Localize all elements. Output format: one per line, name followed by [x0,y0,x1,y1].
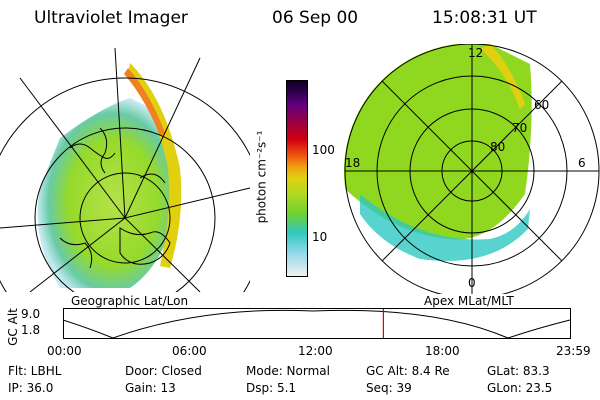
instrument-title: Ultraviolet Imager [34,8,188,28]
aurora-bright-arc [128,63,182,268]
altitude-ylabel: GC Alt [5,308,20,346]
colorbar-tick-100: 100 [312,143,335,157]
gain-status: Gain: 13 [125,381,176,395]
time-tick-0: 00:00 [47,344,82,358]
gc-alt-status: GC Alt: 8.4 Re [366,364,450,378]
time-tick-2: 12:00 [298,344,333,358]
mode-status: Mode: Normal [246,364,330,378]
time-tick-1: 06:00 [172,344,207,358]
door-status: Door: Closed [125,364,202,378]
mlt-label-6: 6 [578,156,586,170]
time-tick-4: 23:59 [556,344,591,358]
filter-status: Flt: LBHL [8,364,62,378]
apex-polar-panel [344,44,600,294]
mlat-label-70: 70 [512,121,528,135]
polar-aurora-bright [480,44,525,109]
altitude-ytick-min: 1.8 [21,323,41,337]
colorbar-unit-label: photon cm⁻²s⁻¹ [254,130,269,224]
time-tick-3: 18:00 [425,344,460,358]
seq-status: Seq: 39 [366,381,412,395]
aurora-peak-band [124,68,165,136]
glon-status: GLon: 23.5 [487,381,553,395]
time-label: 15:08:31 UT [432,8,537,28]
polar-aurora-main [344,44,532,240]
polar-aurora-lower [360,194,530,261]
mlt-label-0: 0 [468,276,476,290]
dsp-status: Dsp: 5.1 [246,381,297,395]
mlt-label-12: 12 [468,46,484,60]
altitude-plot [63,308,571,339]
right-panel-caption: Apex MLat/MLT [424,294,514,308]
left-panel-caption: Geographic Lat/Lon [71,294,189,308]
geographic-image-panel [0,47,250,292]
mlat-label-80: 80 [490,140,506,154]
altitude-ytick-max: 9.0 [21,307,41,321]
mlat-label-60: 60 [534,98,550,112]
ip-status: IP: 36.0 [8,381,54,395]
colorbar [286,80,308,277]
mlt-label-18: 18 [345,156,361,170]
altitude-curve [63,309,571,339]
glat-status: GLat: 83.3 [487,364,550,378]
date-label: 06 Sep 00 [272,8,359,28]
colorbar-tick-10: 10 [312,230,328,244]
